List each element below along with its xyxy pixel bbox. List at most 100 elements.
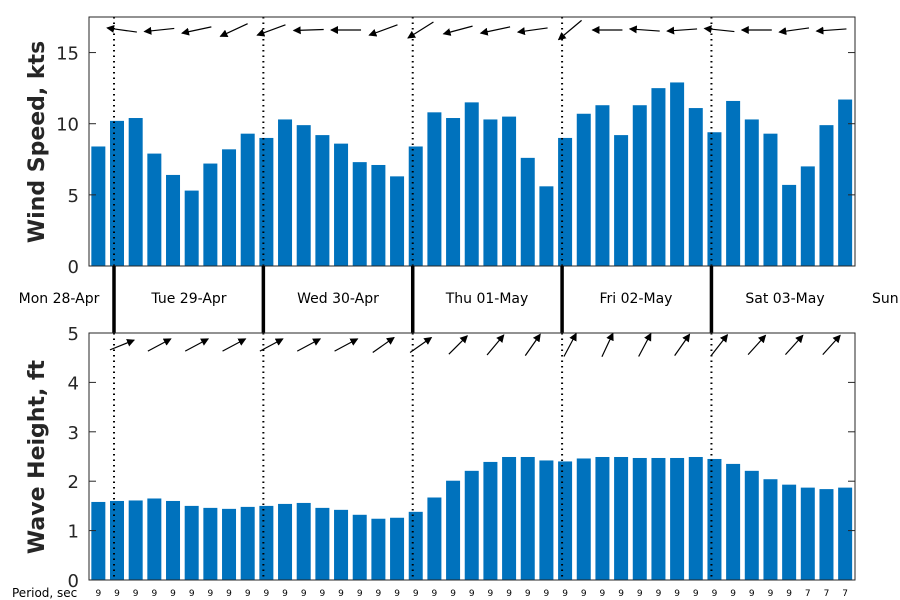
- wave-y-axis-title: Wave Height, ft: [25, 359, 50, 554]
- bar: [147, 498, 162, 580]
- direction-arrow: [486, 334, 505, 356]
- period-value: 9: [133, 589, 139, 599]
- y-tick-label: 1: [68, 522, 79, 543]
- y-tick-label: 15: [56, 44, 79, 65]
- y-tick-label: 4: [68, 373, 79, 394]
- bar: [110, 120, 124, 267]
- period-value: 9: [712, 589, 718, 599]
- bar: [259, 137, 274, 266]
- bar: [166, 500, 181, 580]
- wind-y-axis: 0 5 10 15: [56, 44, 855, 278]
- bar: [203, 163, 218, 266]
- period-value: 9: [301, 589, 307, 599]
- bar: [632, 105, 647, 266]
- direction-arrow: [143, 26, 175, 35]
- period-value: 9: [432, 589, 438, 599]
- bar: [614, 456, 629, 580]
- wind-direction-arrows: [106, 19, 847, 41]
- bar: [800, 166, 815, 266]
- bar: [334, 509, 349, 580]
- bar: [240, 506, 255, 580]
- bar: [222, 508, 237, 580]
- bar: [558, 461, 573, 580]
- day-label-fri: Fri 02-May: [600, 291, 673, 307]
- bar: [744, 119, 759, 266]
- bar: [278, 503, 293, 580]
- bar: [446, 480, 461, 580]
- direction-arrow: [448, 335, 468, 355]
- bar: [800, 487, 815, 580]
- direction-arrow: [109, 339, 135, 351]
- bar: [651, 88, 666, 266]
- period-value: 9: [525, 589, 531, 599]
- period-value: 9: [581, 589, 587, 599]
- direction-arrow: [666, 26, 698, 35]
- direction-arrow: [407, 21, 434, 39]
- bar: [334, 143, 349, 266]
- bar: [614, 135, 629, 266]
- period-value: 9: [786, 589, 792, 599]
- bar: [203, 507, 218, 580]
- period-value: 9: [637, 589, 643, 599]
- day-strip-dividers: [112, 266, 714, 333]
- wind-y-axis-title: Wind Speed, kts: [25, 41, 50, 243]
- bar: [184, 190, 199, 266]
- period-value: 9: [376, 589, 382, 599]
- bar: [576, 458, 591, 580]
- period-value: 9: [114, 589, 120, 599]
- day-label-tue: Tue 29-Apr: [150, 291, 226, 307]
- bar: [670, 457, 685, 580]
- bar: [278, 119, 293, 266]
- period-value: 9: [488, 589, 494, 599]
- bar: [726, 100, 741, 266]
- period-value: 9: [189, 589, 195, 599]
- period-value: 9: [693, 589, 699, 599]
- bar: [502, 456, 517, 580]
- direction-arrow: [106, 24, 137, 33]
- bar: [744, 470, 759, 580]
- bar: [539, 460, 554, 580]
- bar: [352, 514, 367, 580]
- direction-arrow: [479, 26, 511, 36]
- day-label-mon: Mon 28-Apr: [19, 291, 100, 307]
- direction-arrow: [628, 25, 660, 34]
- bar: [670, 82, 685, 266]
- period-value: 7: [842, 589, 848, 599]
- period-value: 9: [95, 589, 101, 599]
- period-value: 9: [600, 589, 606, 599]
- direction-arrow: [601, 332, 614, 358]
- bar: [240, 133, 255, 266]
- bar: [128, 118, 143, 267]
- direction-arrow: [368, 24, 398, 37]
- day-label-strip: Mon 28-Apr Tue 29-Apr Wed 30-Apr Thu 01-…: [19, 266, 899, 333]
- period-value: 9: [450, 589, 456, 599]
- direction-arrow: [296, 338, 322, 352]
- bar: [595, 105, 610, 266]
- period-value: 9: [394, 589, 400, 599]
- wave-direction-arrows: [109, 332, 841, 358]
- bar: [464, 102, 479, 267]
- period-value: 9: [170, 589, 176, 599]
- bar: [707, 132, 722, 266]
- bar: [595, 456, 610, 580]
- y-tick-label: 0: [68, 571, 79, 592]
- direction-arrow: [334, 338, 359, 352]
- bar: [408, 511, 423, 580]
- wind-speed-panel: 0 5 10 15 Wind Speed, kts: [25, 16, 856, 278]
- direction-arrow: [784, 334, 804, 356]
- bar: [782, 484, 797, 580]
- period-value: 9: [749, 589, 755, 599]
- period-value: 9: [151, 589, 157, 599]
- bar: [483, 119, 498, 266]
- direction-arrow: [674, 333, 691, 356]
- direction-arrow: [259, 338, 284, 352]
- bar: [371, 164, 386, 266]
- bar: [763, 133, 778, 266]
- y-tick-label: 3: [68, 423, 79, 444]
- bar: [838, 487, 853, 580]
- period-value: 9: [768, 589, 774, 599]
- y-tick-label: 2: [68, 472, 79, 493]
- period-value: 9: [618, 589, 624, 599]
- period-value: 9: [357, 589, 363, 599]
- bar: [166, 174, 181, 266]
